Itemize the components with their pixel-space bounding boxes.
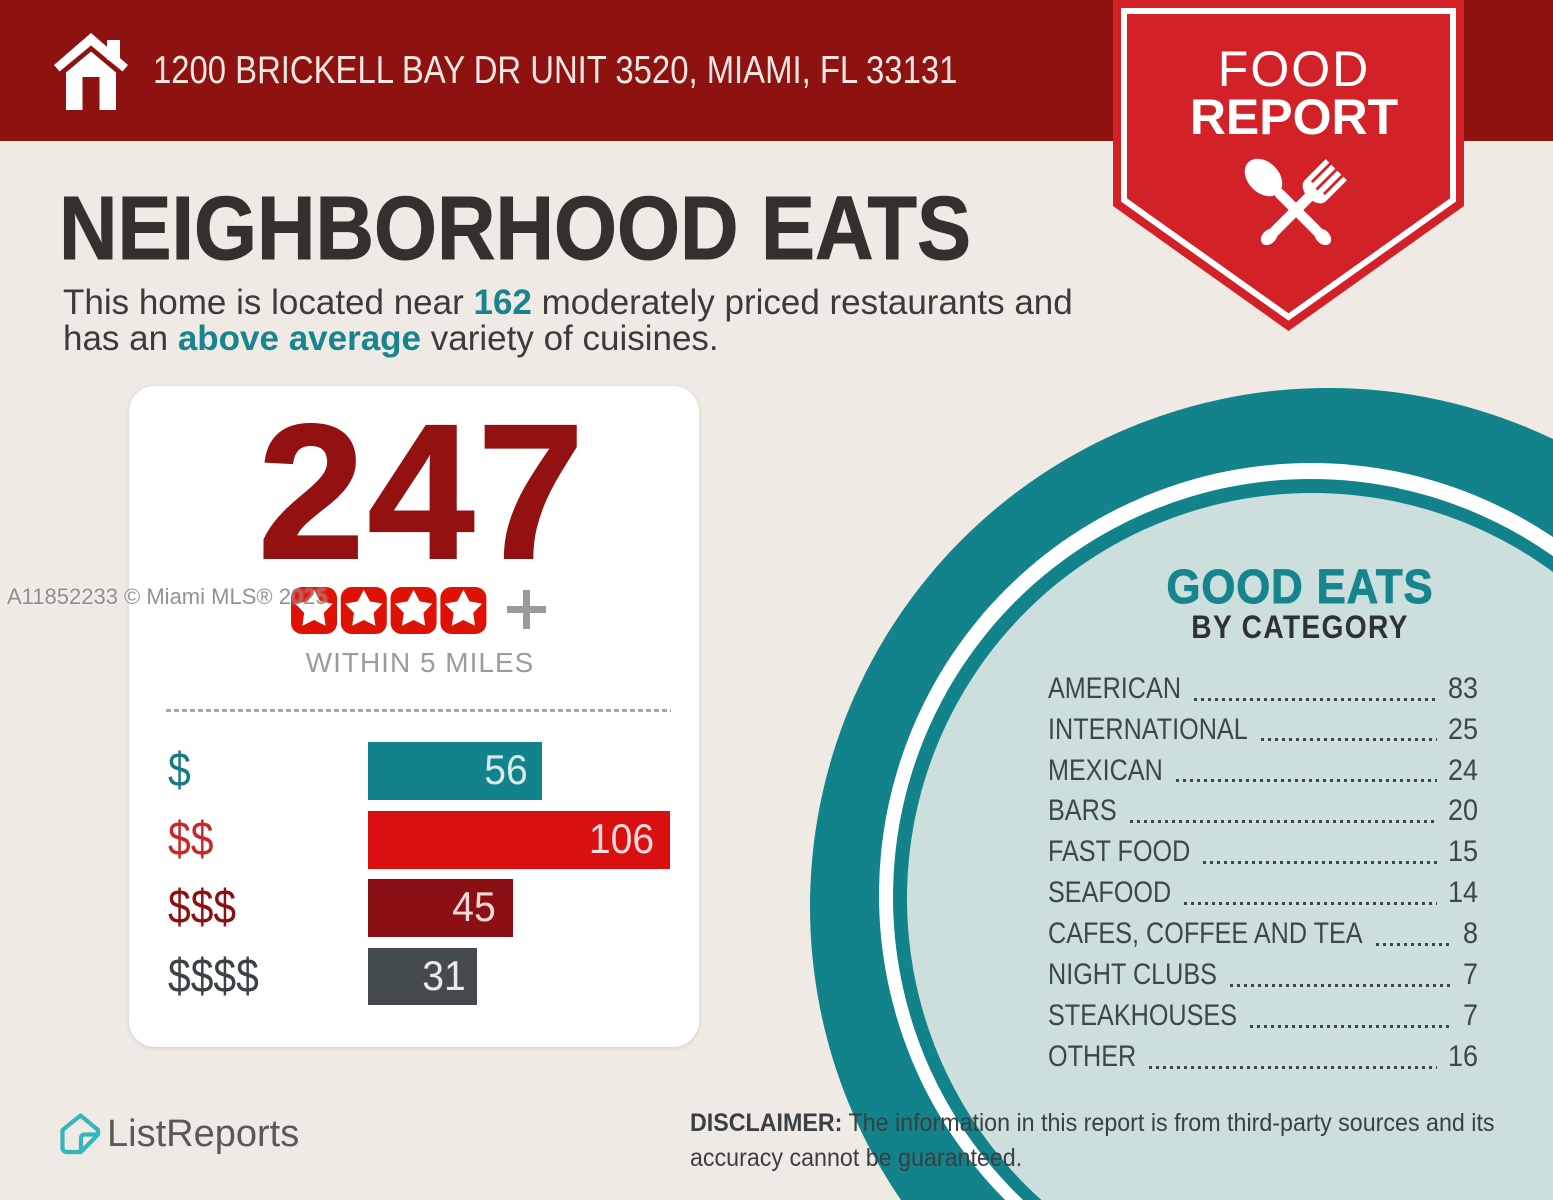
svg-text:FOOD: FOOD <box>1218 41 1370 97</box>
svg-text:REPORT: REPORT <box>1190 89 1398 145</box>
